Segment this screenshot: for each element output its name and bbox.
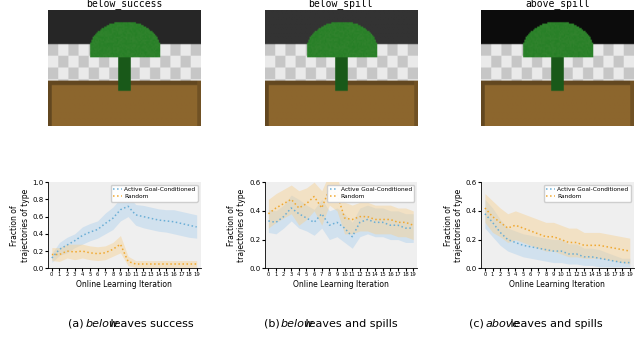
Text: (b): (b) (264, 319, 283, 329)
X-axis label: Online Learning Iteration: Online Learning Iteration (76, 280, 172, 289)
X-axis label: Online Learning Iteration: Online Learning Iteration (509, 280, 605, 289)
Y-axis label: Fraction of
trajectories of type: Fraction of trajectories of type (444, 189, 463, 262)
X-axis label: Online Learning Iteration: Online Learning Iteration (293, 280, 388, 289)
Y-axis label: Fraction of
trajectories of type: Fraction of trajectories of type (10, 189, 30, 262)
Text: leaves and spills: leaves and spills (507, 319, 603, 329)
Title: below_success: below_success (86, 0, 163, 9)
Text: below: below (85, 319, 118, 329)
Text: leaves and spills: leaves and spills (302, 319, 398, 329)
Text: leaves success: leaves success (107, 319, 193, 329)
Text: (c): (c) (468, 319, 487, 329)
Text: below: below (280, 319, 314, 329)
Title: above_spill: above_spill (525, 0, 589, 9)
Title: below_spill: below_spill (308, 0, 373, 9)
Legend: Active Goal-Conditioned, Random: Active Goal-Conditioned, Random (111, 185, 198, 202)
Y-axis label: Fraction of
trajectories of type: Fraction of trajectories of type (227, 189, 246, 262)
Text: (a): (a) (68, 319, 88, 329)
Text: above: above (485, 319, 520, 329)
Legend: Active Goal-Conditioned, Random: Active Goal-Conditioned, Random (327, 185, 414, 202)
Legend: Active Goal-Conditioned, Random: Active Goal-Conditioned, Random (544, 185, 630, 202)
